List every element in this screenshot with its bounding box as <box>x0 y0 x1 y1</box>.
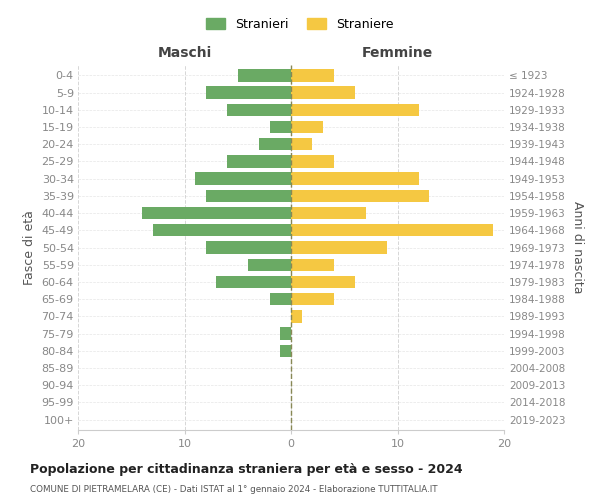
Bar <box>291 276 355 288</box>
Bar <box>291 69 334 82</box>
Bar <box>291 207 365 220</box>
Bar <box>291 258 334 271</box>
Y-axis label: Fasce di età: Fasce di età <box>23 210 36 285</box>
Bar <box>291 172 419 185</box>
Bar <box>270 293 291 306</box>
Y-axis label: Anni di nascita: Anni di nascita <box>571 201 584 294</box>
Bar <box>291 121 323 133</box>
Legend: Stranieri, Straniere: Stranieri, Straniere <box>200 11 400 37</box>
Bar <box>248 258 291 271</box>
Bar <box>291 310 302 322</box>
Bar <box>291 224 493 236</box>
Bar <box>291 293 334 306</box>
Bar <box>195 172 291 185</box>
Bar <box>291 155 334 168</box>
Bar <box>291 190 430 202</box>
Bar <box>291 104 419 116</box>
Bar <box>259 138 291 150</box>
Bar <box>291 138 313 150</box>
Bar <box>291 242 387 254</box>
Bar <box>227 104 291 116</box>
Bar <box>206 86 291 99</box>
Bar <box>217 276 291 288</box>
Text: Popolazione per cittadinanza straniera per età e sesso - 2024: Popolazione per cittadinanza straniera p… <box>30 462 463 475</box>
Bar <box>206 242 291 254</box>
Bar <box>142 207 291 220</box>
Bar <box>280 328 291 340</box>
Bar <box>280 344 291 357</box>
Text: Femmine: Femmine <box>362 46 433 60</box>
Bar <box>152 224 291 236</box>
Bar <box>227 155 291 168</box>
Bar <box>291 86 355 99</box>
Bar <box>270 121 291 133</box>
Bar <box>206 190 291 202</box>
Bar <box>238 69 291 82</box>
Text: COMUNE DI PIETRAMELARA (CE) - Dati ISTAT al 1° gennaio 2024 - Elaborazione TUTTI: COMUNE DI PIETRAMELARA (CE) - Dati ISTAT… <box>30 485 437 494</box>
Text: Maschi: Maschi <box>157 46 212 60</box>
